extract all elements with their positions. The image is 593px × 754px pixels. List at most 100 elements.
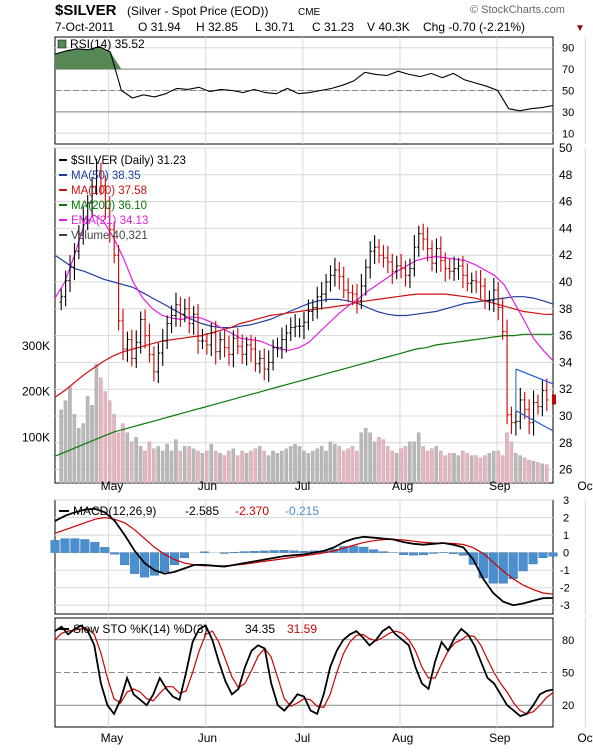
volume-bar: [430, 449, 433, 483]
macd-tick-label: -2: [560, 583, 570, 595]
volume-bar: [311, 451, 314, 483]
volume-bar: [355, 451, 358, 483]
volume-bar: [82, 424, 85, 483]
rsi-legend-swatch: [58, 40, 66, 48]
volume-bar: [316, 449, 319, 483]
exchange-label: CME: [298, 7, 321, 18]
volume-bar: [527, 460, 530, 483]
quote-date: 7-Oct-2011: [55, 20, 114, 34]
sto-legend: Slow STO %K(14) %D(3): [73, 622, 207, 636]
volume-bar: [188, 446, 191, 483]
macd-histogram-bar: [250, 551, 259, 552]
volume-bar: [426, 451, 429, 483]
chart-description: (Silver - Spot Price (EOD)): [127, 4, 268, 18]
volume-bar: [514, 453, 517, 483]
volume-bar: [236, 456, 239, 483]
volume-bar: [536, 462, 539, 483]
price-tick-label: 38: [559, 302, 573, 316]
quote-change: Chg -0.70 (-2.21%): [423, 20, 525, 34]
legend-ma50: MA(50) 38.35: [71, 170, 141, 182]
volume-bar: [399, 449, 402, 483]
volume-bar: [170, 451, 173, 483]
volume-bar: [386, 446, 389, 483]
volume-bar: [289, 446, 292, 483]
macd-histogram-bar: [270, 551, 279, 553]
volume-bar: [523, 458, 526, 483]
quote-volume: V 40.3K: [367, 20, 410, 34]
macd-histogram-bar: [449, 553, 458, 554]
volume-bar: [545, 465, 548, 483]
macd-tick-label: 3: [563, 495, 569, 507]
volume-bar: [99, 378, 102, 483]
volume-bar: [351, 446, 354, 483]
price-panel: 26283032343638404244464850100K200K300K$S…: [22, 141, 585, 483]
volume-bar: [218, 453, 221, 483]
volume-bar: [505, 433, 508, 483]
x-label-mid: Aug: [392, 479, 413, 493]
volume-bar: [342, 451, 345, 483]
macd-histogram-bar: [260, 551, 269, 553]
x-label-bottom: Sep: [489, 731, 511, 745]
macd-histogram-bar: [220, 553, 229, 554]
volume-bar: [457, 456, 460, 483]
volume-bar: [117, 433, 120, 483]
volume-bar: [254, 449, 257, 483]
volume-bar: [90, 405, 93, 483]
rsi-tick-label: 30: [562, 107, 574, 119]
volume-bar: [245, 453, 248, 483]
volume-bar: [373, 442, 376, 483]
volume-bar: [298, 446, 301, 483]
volume-tick-label: 300K: [22, 339, 50, 353]
macd-tick-label: -3: [560, 600, 570, 612]
macd-histogram-bar: [509, 553, 518, 579]
volume-bar: [77, 428, 80, 483]
quote-low: L 30.71: [255, 20, 295, 34]
volume-bar: [413, 442, 416, 483]
rsi-legend: RSI(14) 35.52: [70, 37, 145, 51]
volume-bar: [510, 442, 513, 483]
macd-histogram-bar: [240, 552, 249, 553]
x-label-mid: Jun: [198, 479, 217, 493]
volume-bar: [364, 428, 367, 483]
macd-histogram-bar: [539, 553, 548, 558]
volume-bar: [183, 446, 186, 483]
volume-bar: [60, 410, 63, 483]
macd-legend: MACD(12,26,9): [73, 504, 156, 518]
macd-histogram-bar: [300, 551, 309, 552]
price-tick-label: 26: [559, 463, 573, 477]
price-tick-label: 34: [559, 355, 573, 369]
macd-histogram-bar: [419, 553, 428, 555]
volume-tick-label: 100K: [22, 430, 50, 444]
macd-histogram-bar: [379, 552, 388, 553]
volume-bar: [329, 442, 332, 483]
volume-bar: [210, 444, 213, 483]
legend-volume: Volume 40,321: [71, 230, 148, 242]
volume-bar: [474, 456, 477, 483]
volume-bar: [263, 451, 266, 483]
macd-histogram-bar: [399, 553, 408, 555]
volume-bar: [95, 364, 98, 483]
volume-bar: [165, 444, 168, 483]
volume-bar: [404, 446, 407, 483]
volume-bar: [532, 461, 535, 483]
macd-histogram-bar: [290, 551, 299, 553]
volume-bar: [461, 451, 464, 483]
macd-histogram-bar: [429, 553, 438, 554]
macd-tick-label: 1: [563, 530, 569, 542]
volume-bar: [112, 414, 115, 483]
volume-bar: [408, 442, 411, 483]
volume-bar: [483, 456, 486, 483]
macd-legend-value: -2.585: [185, 504, 219, 518]
macd-histogram-bar: [409, 553, 418, 556]
macd-histogram-bar: [369, 550, 378, 553]
price-tick-label: 48: [559, 168, 573, 182]
x-label-bottom: Jul: [295, 731, 310, 745]
volume-bar: [249, 451, 252, 483]
macd-histogram-legend-value: -0.215: [285, 504, 319, 518]
macd-histogram-bar: [359, 547, 368, 553]
macd-histogram-bar: [529, 553, 538, 564]
volume-bar: [157, 446, 160, 483]
rsi-tick-label: 90: [562, 43, 574, 55]
macd-histogram-bar: [459, 553, 468, 556]
